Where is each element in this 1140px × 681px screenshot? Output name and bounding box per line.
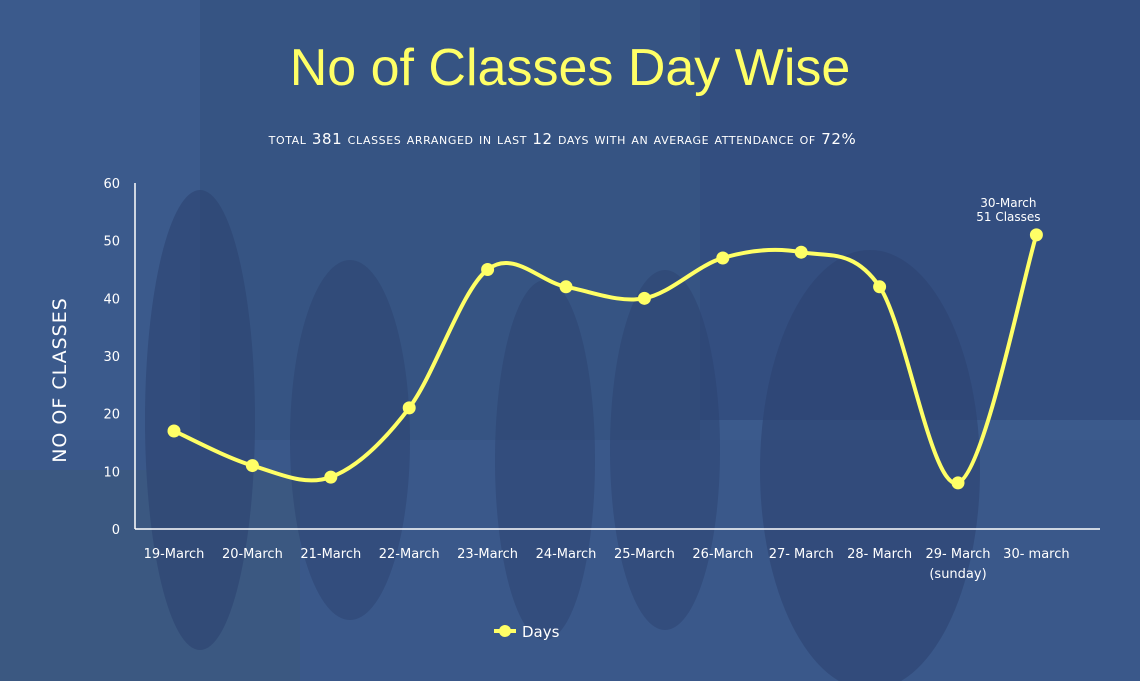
x-tick-label: 19-March xyxy=(144,547,205,562)
x-tick-label: 27- March xyxy=(769,547,834,562)
x-tick-label: 20-March xyxy=(222,547,283,562)
x-tick-label: 23-March xyxy=(457,547,518,562)
data-label: 51 Classes xyxy=(976,210,1040,224)
data-point xyxy=(951,476,965,490)
data-point xyxy=(324,470,338,484)
y-tick-label: 0 xyxy=(112,523,120,538)
data-point xyxy=(637,291,651,305)
x-tick-label: 24-March xyxy=(536,547,597,562)
x-tick-labels: 19-March 20-March 21-March 22-March 23-March… xyxy=(144,547,1070,582)
data-point xyxy=(716,251,730,265)
x-tick-label: 25-March xyxy=(614,547,675,562)
data-point xyxy=(167,424,181,438)
legend: Days xyxy=(494,623,560,641)
data-points xyxy=(167,228,1043,490)
x-tick-label: 26-March xyxy=(692,547,753,562)
y-tick-label: 10 xyxy=(103,465,120,480)
data-label: 30-March xyxy=(980,196,1036,210)
y-tick-labels: 0 10 20 30 40 50 60 xyxy=(103,177,120,538)
y-tick-label: 20 xyxy=(103,408,120,423)
data-point xyxy=(402,401,416,415)
chart-title: No of Classes Day Wise xyxy=(289,39,851,97)
x-tick-label: 28- March xyxy=(847,547,912,562)
chart-subtitle: Total 381 classes arranged in last 12 da… xyxy=(268,130,857,148)
legend-marker xyxy=(499,625,511,637)
y-tick-label: 40 xyxy=(103,292,120,307)
series-line-days xyxy=(173,234,1039,485)
data-point xyxy=(245,459,259,473)
y-tick-label: 50 xyxy=(103,235,120,250)
x-tick-label: 30- march xyxy=(1003,547,1069,562)
data-point xyxy=(559,280,573,294)
x-tick-label: 22-March xyxy=(379,547,440,562)
data-point xyxy=(873,280,887,294)
y-axis-label: NO OF CLASSES xyxy=(49,297,71,463)
data-point xyxy=(481,263,495,276)
legend-label: Days xyxy=(522,623,560,641)
data-point xyxy=(1029,228,1043,242)
x-tick-label: 21-March xyxy=(300,547,361,562)
y-tick-label: 30 xyxy=(103,350,120,365)
x-tick-label: 29- March (sunday) xyxy=(926,547,991,582)
y-tick-label: 60 xyxy=(103,177,120,192)
data-point xyxy=(794,245,808,259)
